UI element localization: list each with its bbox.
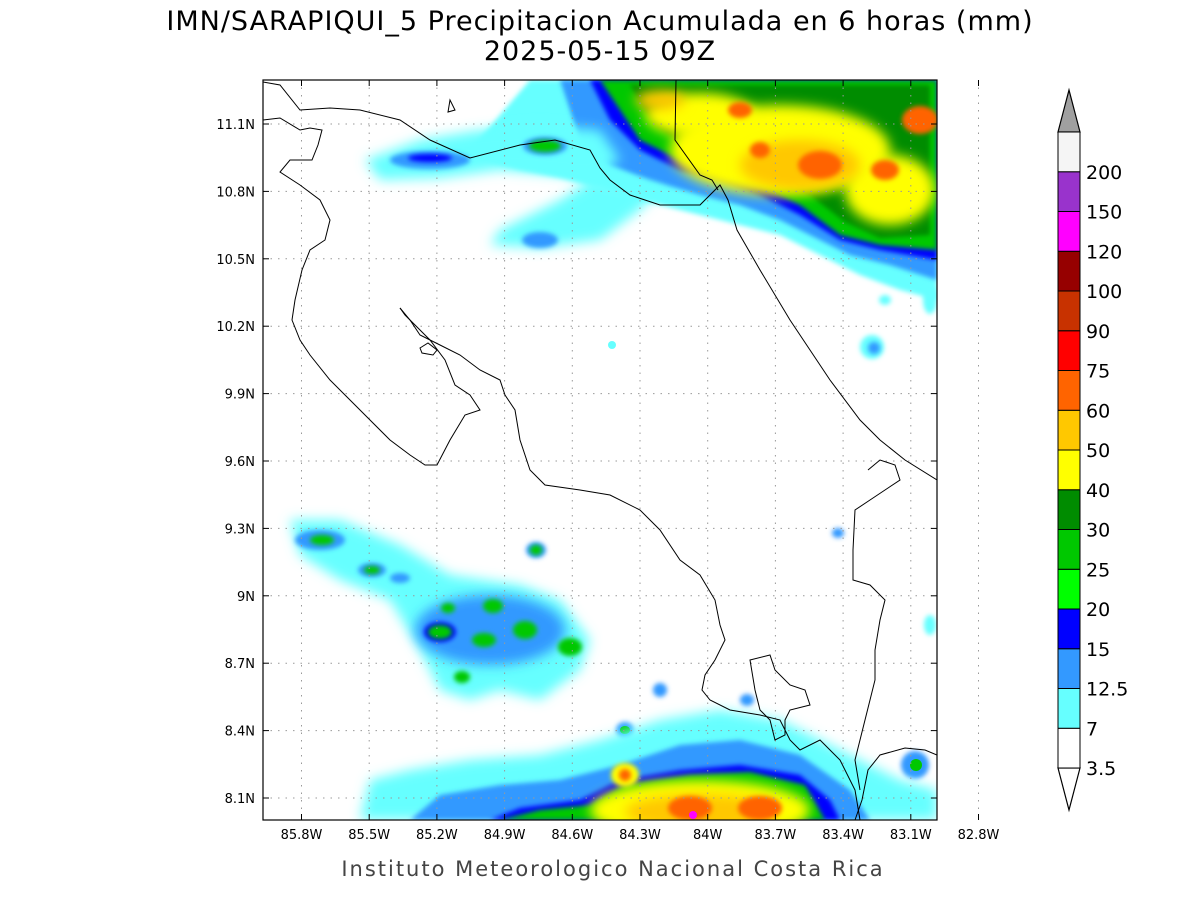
precip-scattered-cells bbox=[608, 286, 937, 779]
lon-tick-label: 83.4W bbox=[822, 828, 864, 843]
precip-region-north-band bbox=[365, 125, 660, 248]
colorbar-label: 7 bbox=[1086, 718, 1098, 740]
colorbar-label: 30 bbox=[1086, 520, 1110, 542]
colorbar-swatch bbox=[1057, 608, 1081, 650]
colorbar-swatch bbox=[1057, 529, 1081, 570]
lon-tick-label: 83.1W bbox=[890, 828, 932, 843]
colorbar-swatch bbox=[1057, 171, 1081, 212]
colorbar-label: 25 bbox=[1086, 559, 1110, 581]
colorbar-swatch bbox=[1057, 489, 1081, 530]
lon-tick-label: 83.7W bbox=[754, 828, 796, 843]
colorbar-swatch bbox=[1057, 131, 1081, 173]
colorbar-label: 20 bbox=[1086, 599, 1110, 621]
lon-tick-label: 85.5W bbox=[348, 828, 390, 843]
lon-tick-label: 82.8W bbox=[958, 828, 1000, 843]
lake-nicaragua-shore bbox=[447, 98, 456, 113]
colorbar-swatch bbox=[1057, 449, 1081, 491]
latitude-tick-labels: 11.1N 10.8N 10.5N 10.2N 9.9N 9.6N 9.3N 9N 8.7N 8.… bbox=[216, 118, 937, 807]
lat-tick-label: 8.4N bbox=[225, 725, 255, 740]
colorbar-label: 200 bbox=[1086, 162, 1122, 184]
colorbar-label: 90 bbox=[1086, 321, 1110, 343]
lon-tick-label: 84.6W bbox=[551, 828, 593, 843]
colorbar-swatch bbox=[1057, 370, 1081, 411]
lat-tick-label: 11.1N bbox=[216, 118, 255, 133]
colorbar-swatch bbox=[1057, 568, 1081, 610]
colorbar-label: 150 bbox=[1086, 202, 1122, 224]
colorbar-label: 100 bbox=[1086, 281, 1122, 303]
burica-peninsula bbox=[854, 747, 937, 820]
colorbar-label: 12.5 bbox=[1086, 679, 1128, 701]
colorbar-max-arrow bbox=[1057, 87, 1081, 133]
colorbar-label: 60 bbox=[1086, 400, 1110, 422]
colorbar-swatch bbox=[1057, 727, 1081, 769]
lon-tick-label: 84.3W bbox=[619, 828, 661, 843]
lat-tick-label: 9.9N bbox=[225, 388, 255, 403]
lon-tick-label: 84W bbox=[693, 828, 723, 843]
costa-rica-panama-border bbox=[852, 459, 901, 791]
nicoya-island bbox=[419, 342, 438, 356]
lat-tick-label: 8.1N bbox=[225, 792, 255, 807]
colorbar-swatch bbox=[1057, 330, 1081, 371]
longitude-tick-labels: 85.8W 85.5W 85.2W 84.9W 84.6W 84.3W 84W 83.7W 83… bbox=[281, 80, 1000, 843]
colorbar-swatch bbox=[1057, 211, 1081, 252]
san-juan-river bbox=[674, 80, 719, 191]
colorbar-swatch bbox=[1057, 290, 1081, 332]
lat-tick-label: 9.3N bbox=[225, 522, 255, 537]
colorbar-label: 50 bbox=[1086, 440, 1110, 462]
title-line-1: IMN/SARAPIQUI_5 Precipitacion Acumulada … bbox=[166, 6, 1033, 37]
osa-peninsula bbox=[749, 654, 811, 741]
map-area: 85.8W 85.5W 85.2W 84.9W 84.6W 84.3W 84W 83.7W 83… bbox=[216, 79, 1000, 843]
title-line-2: 2025-05-15 09Z bbox=[484, 36, 716, 67]
lat-tick-label: 8.7N bbox=[225, 657, 255, 672]
colorbar-label: 40 bbox=[1086, 480, 1110, 502]
pacific-coast-north bbox=[263, 117, 481, 466]
lon-tick-label: 84.9W bbox=[484, 828, 526, 843]
colorbar-legend: 3.5 7 12.5 15 20 25 30 40 50 60 75 90 100 120 150 200 bbox=[1057, 87, 1128, 813]
coastlines-and-borders bbox=[263, 80, 937, 820]
colorbar-swatch bbox=[1057, 409, 1081, 451]
lat-tick-label: 10.5N bbox=[216, 253, 255, 268]
precip-region-southwest bbox=[290, 520, 590, 700]
lat-tick-label: 9.6N bbox=[225, 455, 255, 470]
colorbar-label: 3.5 bbox=[1086, 758, 1116, 780]
colorbar-swatch bbox=[1057, 648, 1081, 689]
lat-tick-label: 9N bbox=[237, 590, 255, 605]
colorbar-swatch bbox=[1057, 250, 1081, 292]
lon-tick-label: 85.8W bbox=[281, 828, 323, 843]
map-frame bbox=[262, 79, 938, 821]
colorbar-min-arrow bbox=[1057, 767, 1081, 813]
colorbar-label: 75 bbox=[1086, 361, 1110, 383]
colorbar-swatch bbox=[1057, 688, 1081, 729]
lon-tick-label: 85.2W bbox=[416, 828, 458, 843]
colorbar-label: 120 bbox=[1086, 241, 1122, 263]
lat-tick-label: 10.2N bbox=[216, 320, 255, 335]
nicaragua-costa-rica-border bbox=[263, 81, 937, 481]
lat-tick-label: 10.8N bbox=[216, 185, 255, 200]
colorbar-label: 15 bbox=[1086, 639, 1110, 661]
footer-credit: Instituto Meteorologico Nacional Costa R… bbox=[341, 857, 884, 881]
